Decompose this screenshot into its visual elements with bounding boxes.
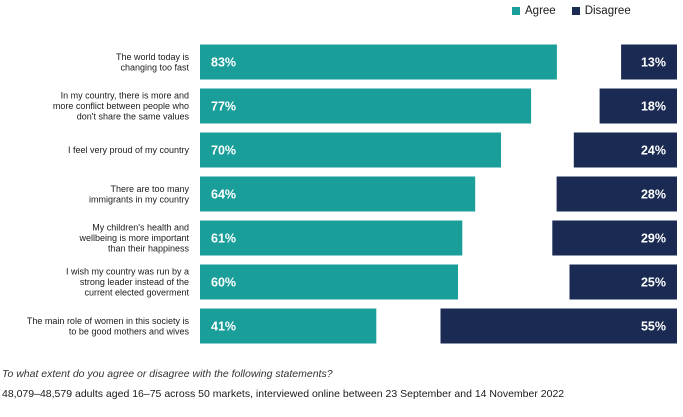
category-label-line: I wish my country was run by a (66, 267, 189, 277)
category-label: The world today is changing too fast (116, 52, 190, 72)
category-label: I wish my country was run by a strong lea… (66, 267, 190, 298)
category-label-line: changing too fast (120, 62, 189, 72)
category-label-line: current elected goverment (84, 288, 189, 298)
category-label: In my country, there is more and more con… (53, 91, 190, 122)
category-label-line: There are too many (110, 184, 189, 194)
sample-note: 48,079–48,579 adults aged 16–75 across 5… (2, 388, 565, 400)
legend-item-agree: Agree (512, 5, 556, 17)
survey-question: To what extent do you agree or disagree … (2, 368, 333, 380)
agree-bar (200, 176, 476, 212)
legend-label-agree: Agree (525, 5, 556, 17)
agree-value-label: 60% (211, 276, 236, 290)
category-label-line: to be good mothers and wives (69, 326, 190, 336)
disagree-bar (599, 88, 677, 124)
disagree-bar (440, 308, 677, 344)
disagree-value-label: 18% (641, 100, 666, 114)
legend-swatch-disagree (571, 7, 580, 15)
legend-item-disagree: Disagree (571, 5, 631, 17)
agree-bar (200, 44, 557, 80)
agree-value-label: 70% (211, 144, 236, 158)
agree-value-label: 77% (211, 100, 236, 114)
chart-legend: Agree Disagree (512, 3, 631, 19)
category-label: There are too many immigrants in my count… (89, 184, 190, 205)
legend-label-disagree: Disagree (584, 5, 631, 17)
disagree-value-label: 29% (641, 232, 666, 246)
disagree-bar (573, 132, 677, 168)
category-label-line: The world today is (116, 52, 190, 62)
agree-bar (200, 220, 463, 256)
category-label-line: In my country, there is more and (61, 91, 189, 101)
disagree-value-label: 13% (641, 56, 666, 70)
category-label-line: than their happiness (108, 244, 190, 254)
category-label-line: more conflict between people who (53, 101, 189, 111)
category-label-line: The main role of women in this society i… (27, 316, 190, 326)
disagree-value-label: 55% (641, 320, 666, 334)
category-label: I feel very proud of my country (68, 145, 190, 155)
agree-value-label: 41% (211, 320, 236, 334)
category-label-line: immigrants in my country (89, 194, 190, 204)
agree-bar (200, 88, 532, 124)
agree-disagree-bar-chart: The world today is changing too fast 83% 13… (27, 44, 677, 344)
agree-value-label: 61% (211, 232, 236, 246)
category-label-line: strong leader instead of the (80, 277, 189, 287)
category-label-line: My children's health and (92, 223, 189, 233)
category-label: My children's health and wellbeing is mor… (78, 223, 189, 254)
disagree-value-label: 28% (641, 188, 666, 202)
agree-value-label: 83% (211, 56, 236, 70)
agree-bar (200, 264, 458, 300)
disagree-bar (569, 264, 677, 300)
category-label-line: don't share the same values (77, 112, 190, 122)
agree-value-label: 64% (211, 188, 236, 202)
disagree-value-label: 24% (641, 144, 666, 158)
category-label-line: I feel very proud of my country (68, 145, 190, 155)
disagree-value-label: 25% (641, 276, 666, 290)
agree-bar (200, 308, 377, 344)
legend-swatch-agree (512, 7, 520, 15)
category-label-line: wellbeing is more important (78, 233, 189, 243)
disagree-bar (556, 176, 677, 212)
disagree-bar (621, 44, 677, 80)
disagree-bar (552, 220, 677, 256)
category-label: The main role of women in this society i… (27, 316, 190, 337)
agree-bar (200, 132, 501, 168)
